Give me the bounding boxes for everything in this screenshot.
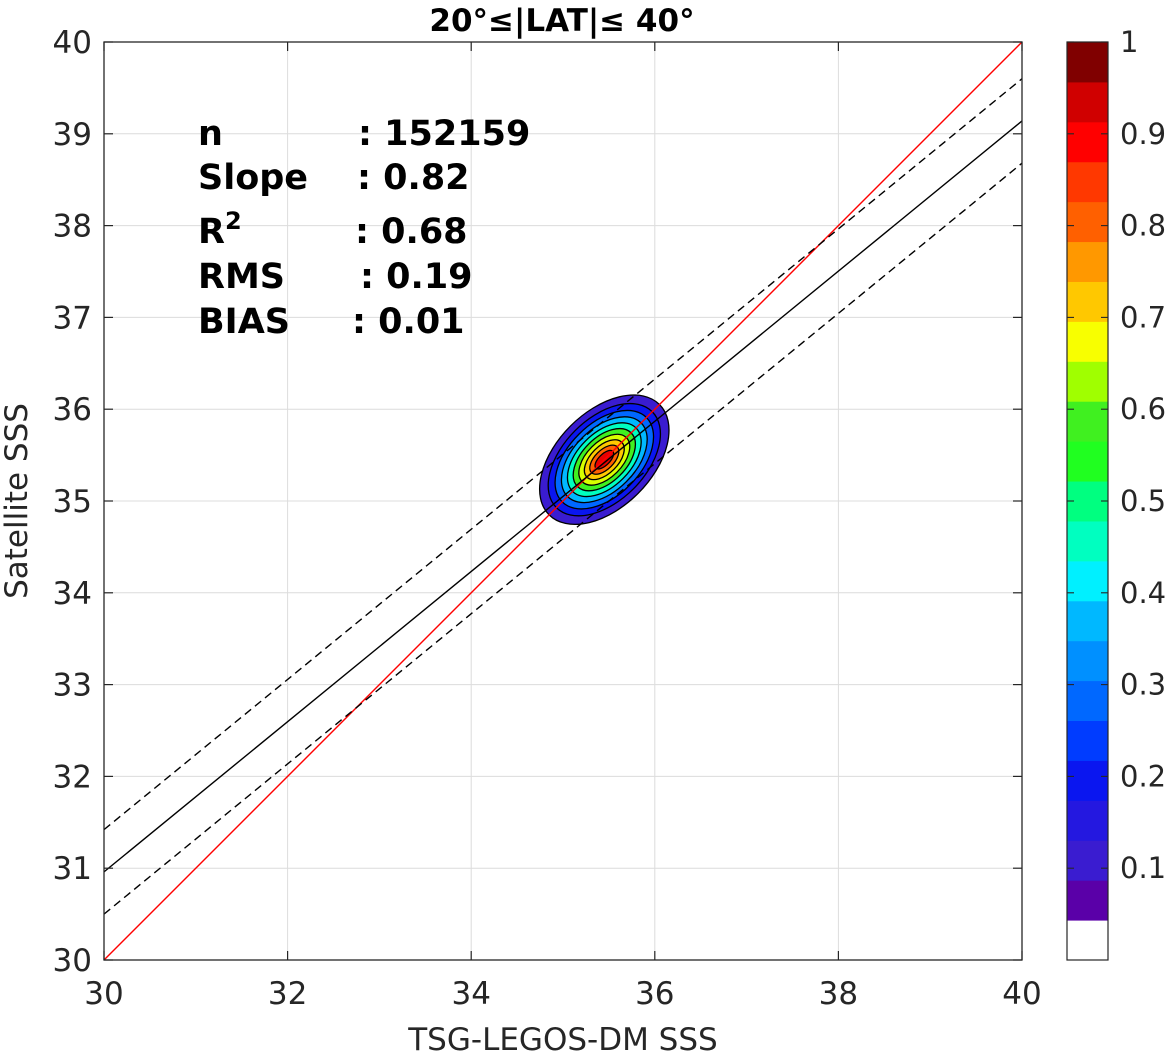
stat-label: RMS [198,257,285,297]
upper-line [104,78,1022,831]
y-tick-label: 39 [53,117,92,153]
y-tick-label: 35 [53,484,92,520]
colorbar-segment [1067,640,1108,682]
colorbar-segment [1067,441,1108,482]
colorbar-segment [1067,401,1108,442]
x-axis-label: TSG-LEGOS-DM SSS [407,1022,717,1055]
reference-lines [104,42,1022,960]
colorbar-segment [1067,42,1108,83]
colorbar-segment [1067,241,1108,282]
colorbar-segment [1067,520,1108,562]
stat-value: : 0.82 [357,158,470,198]
colorbar-segment [1067,161,1108,203]
colorbar-segment [1067,201,1108,243]
colorbar-tick-label: 0.2 [1120,759,1166,793]
colorbar-tick-label: 1 [1120,25,1138,59]
x-tick-label: 30 [84,976,123,1012]
y-tick-labels: 30 31 32 33 34 35 36 37 38 39 40 [53,25,92,979]
statistics-annotation: n : 152159 Slope : 0.82 R2 : 0.68 RMS : 0.19 BIA… [198,114,530,342]
colorbar-segment [1067,81,1108,123]
grid-lines [103,41,1023,961]
y-tick-label: 37 [53,300,92,336]
colorbar-segment [1067,281,1108,322]
x-tick-label: 38 [819,976,858,1012]
colorbar-segment [1067,361,1108,402]
stat-label: n [198,114,223,154]
colorbar-segment [1067,321,1108,362]
stat-value: : 152159 [358,114,530,154]
regression-line [104,120,1022,873]
colorbar-segment [1067,560,1108,602]
colorbar-segment [1067,840,1108,881]
colorbar-segment [1067,920,1108,961]
colorbar-tick-label: 0.9 [1120,117,1166,151]
colorbar-segment [1067,600,1108,642]
colorbar-segment [1067,760,1108,801]
axis-ticks [103,41,1023,961]
colorbar-segment [1067,880,1108,921]
colorbar-tick-label: 0.5 [1120,484,1166,518]
colorbar-tick-label: 0.7 [1120,300,1166,334]
chart-title: 20°≤|LAT|≤ 40° [429,3,694,39]
stat-value: : 0.19 [360,257,473,297]
y-tick-label: 34 [53,576,92,612]
x-tick-labels: 30 32 34 36 38 40 [84,976,1041,1012]
identity-line [104,42,1022,960]
stat-label: R2 [198,207,242,252]
y-tick-label: 36 [53,392,92,428]
colorbar-segment [1067,800,1108,841]
stat-value: : 0.01 [352,302,465,342]
x-tick-label: 36 [635,976,674,1012]
stat-label: Slope [198,158,308,198]
y-tick-label: 32 [53,759,92,795]
colorbar-tick-label: 0.4 [1120,576,1166,610]
stat-value: : 0.68 [355,212,468,252]
colorbar-tick-label: 0.3 [1120,668,1166,702]
colorbar-segment [1067,680,1108,722]
y-tick-label: 31 [53,851,92,887]
colorbar-tick-label: 0.6 [1120,392,1166,426]
colorbar: 0.1 0.2 0.3 0.4 0.5 0.6 0.7 0.8 0.9 1 [1066,25,1166,961]
y-tick-label: 38 [53,209,92,245]
x-tick-label: 40 [1002,976,1041,1012]
colorbar-segment [1067,121,1108,163]
x-tick-label: 34 [451,976,490,1012]
colorbar-tick-label: 0.1 [1120,851,1166,885]
y-axis-label: Satellite SSS [0,403,35,599]
colorbar-tick-label: 0.8 [1120,209,1166,243]
y-tick-label: 40 [53,25,92,61]
stat-label: BIAS [198,302,290,342]
colorbar-segment [1067,720,1108,761]
x-tick-label: 32 [268,976,307,1012]
lower-line [104,162,1022,915]
y-tick-label: 30 [53,943,92,979]
y-tick-label: 33 [53,668,92,704]
